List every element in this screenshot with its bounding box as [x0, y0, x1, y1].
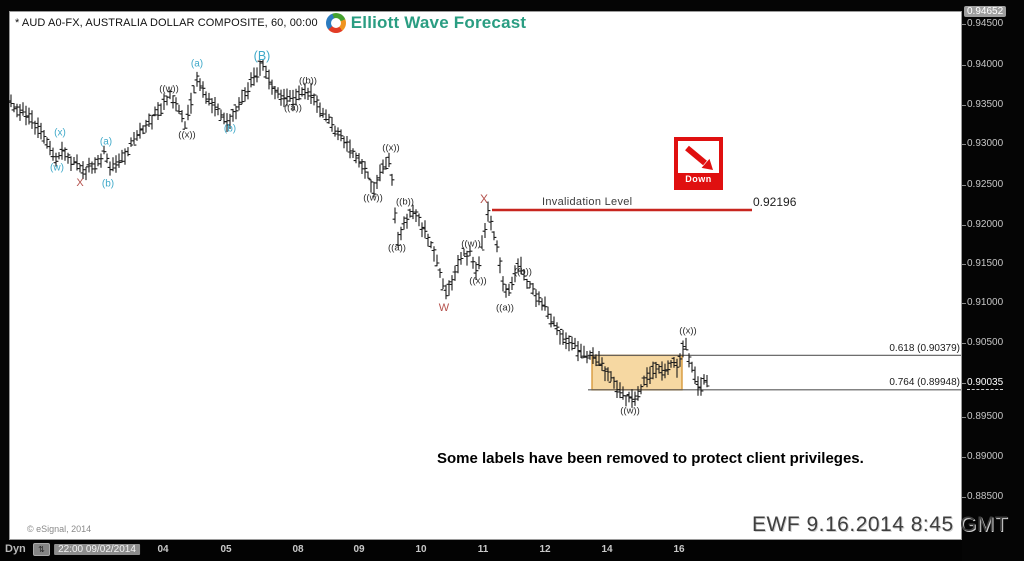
time-tick: 04: [157, 544, 169, 555]
wave-label: (b): [101, 178, 115, 190]
wave-label: (a): [99, 136, 113, 148]
chart-plot-area[interactable]: [9, 11, 962, 540]
wave-label: ((b)): [396, 196, 414, 208]
price-axis[interactable]: 0.94652 0.94500 0.94000 0.93500 0.93000 0.925…: [961, 0, 1024, 561]
time-tick: 09: [353, 544, 365, 555]
fib-level-label-0618: 0.618 (0.90379): [889, 343, 960, 354]
brand-name: Elliott Wave Forecast: [350, 13, 527, 32]
wave-label: ((b)): [299, 75, 317, 87]
time-tick: 16: [673, 544, 685, 555]
wave-label: (b): [223, 123, 237, 135]
wave-label: (a): [190, 58, 204, 70]
price-tick: 0.93500: [961, 99, 1004, 110]
down-arrow-icon: [685, 145, 713, 170]
down-direction-badge: Down: [674, 137, 723, 190]
time-tick: 10: [415, 544, 427, 555]
price-tick: 0.92500: [961, 179, 1004, 190]
invalidation-level-label: Invalidation Level: [542, 196, 633, 208]
wave-label: (w): [50, 162, 64, 174]
price-tick: 0.89000: [961, 451, 1004, 462]
wave-label: ((x)): [178, 129, 196, 141]
wave-label: ((w)): [461, 238, 481, 250]
price-tick: 0.94500: [961, 18, 1004, 29]
wave-label: ((b)): [514, 266, 532, 278]
ohlc-bars: [9, 59, 710, 408]
fib-level-label-0764: 0.764 (0.89948): [889, 377, 960, 388]
time-tick: 05: [220, 544, 232, 555]
current-price-tick: 0.90035: [961, 377, 1004, 390]
price-tick: 0.91500: [961, 258, 1004, 269]
price-tick: 0.94652: [964, 6, 1007, 17]
price-tick: 0.91000: [961, 297, 1004, 308]
price-chart-canvas[interactable]: [9, 11, 962, 540]
wave-label: ((w)): [620, 405, 640, 417]
wave-label: X: [76, 177, 84, 189]
wave-label-x-invalidation: X: [480, 192, 489, 206]
wave-label: ((x)): [469, 275, 487, 287]
price-tick: 0.94000: [961, 59, 1004, 70]
wave-label: ((w)): [159, 83, 179, 95]
esignal-copyright: © eSignal, 2014: [27, 524, 92, 534]
wave-label: ((w)): [363, 192, 383, 204]
wave-label: ((a)): [496, 302, 514, 314]
price-tick: 0.93000: [961, 138, 1004, 149]
price-tick: 0.90500: [961, 337, 1004, 348]
wave-label: ((a)): [284, 102, 302, 114]
time-axis[interactable]: Dyn ⇅ 22:00 09/02/2014 04 05 08 09 10 11 12 14 16: [0, 540, 962, 561]
chart-header: * AUD A0-FX, AUSTRALIA DOLLAR COMPOSITE,…: [15, 13, 526, 33]
price-tick: 0.92000: [961, 219, 1004, 230]
down-label: Down: [678, 173, 719, 186]
highlight-box: [591, 354, 683, 391]
wave-label: ((a)): [388, 242, 406, 254]
wave-label: ((x)): [679, 325, 697, 337]
wave-label: W: [438, 302, 450, 314]
wave-label: (B): [253, 49, 271, 63]
time-tick: 22:00 09/02/2014: [54, 544, 140, 555]
elliott-wave-forecast-logo-icon: [325, 13, 346, 33]
wave-label: (x): [54, 127, 66, 139]
time-tick: 08: [292, 544, 304, 555]
invalidation-price-value: 0.92196: [753, 195, 797, 209]
wave-label: ((x)): [382, 142, 400, 154]
timestamp-watermark: EWF 9.16.2014 8:45 GMT: [752, 513, 1009, 536]
time-tick: 14: [601, 544, 613, 555]
time-tick: 11: [477, 544, 489, 555]
dyn-scale-icon[interactable]: ⇅: [33, 543, 50, 556]
price-tick: 0.89500: [961, 411, 1004, 422]
dyn-button[interactable]: Dyn: [5, 543, 26, 555]
time-tick: 12: [539, 544, 551, 555]
symbol-title: * AUD A0-FX, AUSTRALIA DOLLAR COMPOSITE,…: [15, 17, 318, 29]
price-tick: 0.88500: [961, 491, 1004, 502]
disclaimer-text: Some labels have been removed to protect…: [437, 450, 864, 467]
